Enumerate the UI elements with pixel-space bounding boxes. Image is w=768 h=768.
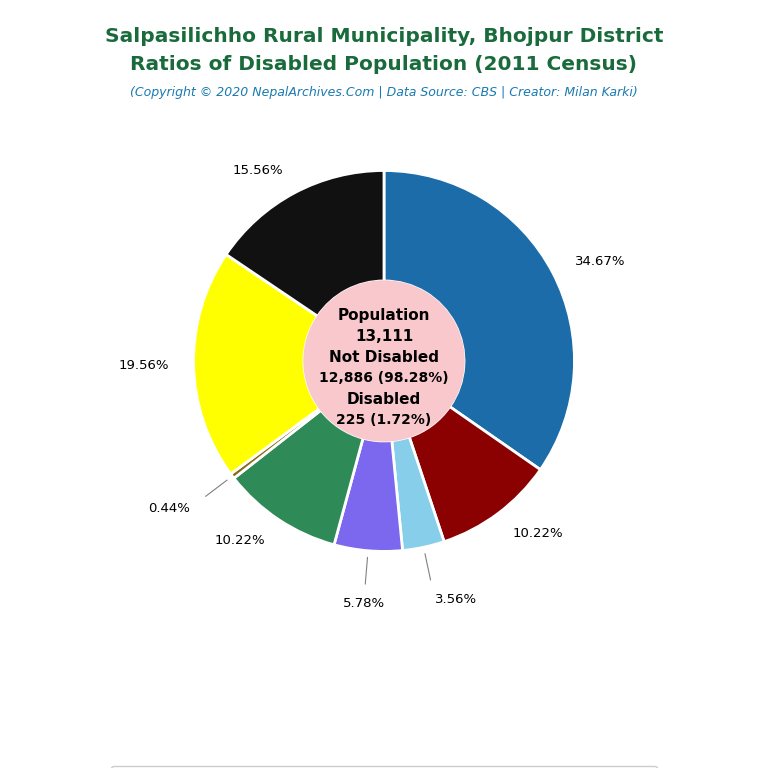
Wedge shape — [194, 254, 319, 474]
Wedge shape — [334, 439, 402, 551]
Text: 13,111: 13,111 — [355, 329, 413, 344]
Text: Salpasilichho Rural Municipality, Bhojpur District: Salpasilichho Rural Municipality, Bhojpu… — [104, 27, 664, 46]
Text: 225 (1.72%): 225 (1.72%) — [336, 413, 432, 427]
Text: Ratios of Disabled Population (2011 Census): Ratios of Disabled Population (2011 Cens… — [131, 55, 637, 74]
Wedge shape — [226, 170, 384, 316]
Text: Disabled: Disabled — [347, 392, 421, 406]
Circle shape — [304, 281, 464, 441]
Wedge shape — [230, 409, 321, 478]
Text: 10.22%: 10.22% — [513, 527, 564, 540]
Wedge shape — [392, 437, 444, 551]
Wedge shape — [384, 170, 574, 470]
Legend: Physically Disable - 78 (M: 50 | F: 28), Blind Only - 35 (M: 20 | F: 15), Deaf O: Physically Disable - 78 (M: 50 | F: 28),… — [111, 766, 657, 768]
Wedge shape — [409, 406, 541, 541]
Text: 10.22%: 10.22% — [214, 534, 265, 547]
Text: Population: Population — [338, 308, 430, 323]
Text: (Copyright © 2020 NepalArchives.Com | Data Source: CBS | Creator: Milan Karki): (Copyright © 2020 NepalArchives.Com | Da… — [130, 86, 638, 99]
Text: 12,886 (98.28%): 12,886 (98.28%) — [319, 371, 449, 385]
Text: 5.78%: 5.78% — [343, 598, 385, 611]
Text: 15.56%: 15.56% — [233, 164, 283, 177]
Text: 19.56%: 19.56% — [118, 359, 169, 372]
Text: 34.67%: 34.67% — [574, 255, 625, 268]
Text: 0.44%: 0.44% — [148, 502, 190, 515]
Text: Not Disabled: Not Disabled — [329, 349, 439, 365]
Wedge shape — [234, 410, 363, 545]
Text: 3.56%: 3.56% — [435, 593, 477, 606]
